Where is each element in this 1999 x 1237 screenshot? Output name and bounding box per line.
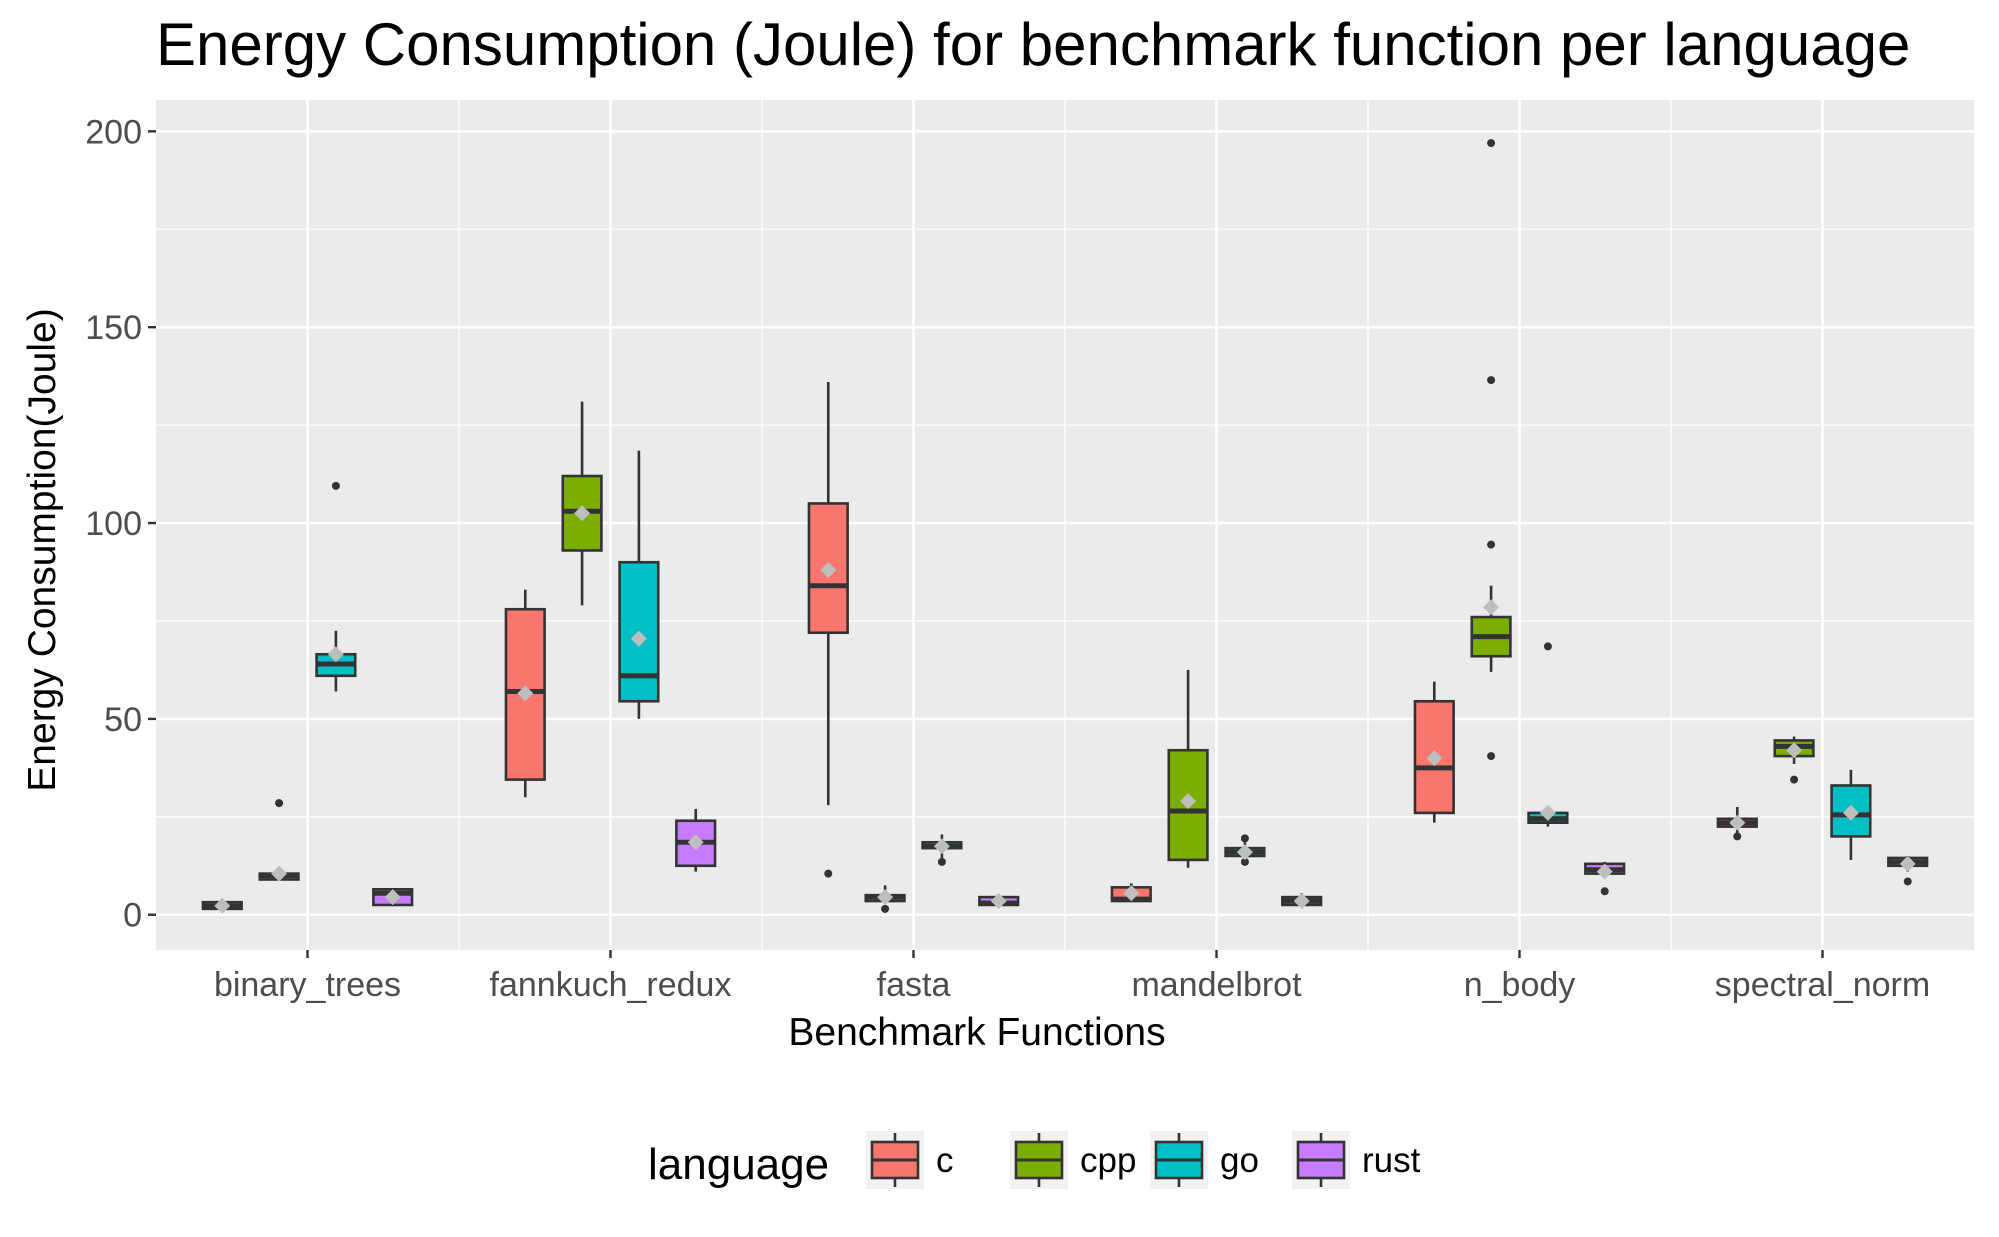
box-c-fasta bbox=[807, 382, 849, 878]
mean-marker bbox=[574, 505, 591, 522]
legend-label: go bbox=[1220, 1141, 1259, 1180]
box-cpp-n_body bbox=[1470, 139, 1512, 761]
legend-item-c: c bbox=[866, 1131, 954, 1189]
y-tick-label: 50 bbox=[104, 701, 142, 739]
legend-item-rust: rust bbox=[1292, 1131, 1421, 1189]
box-cpp-binary_trees bbox=[258, 799, 300, 882]
outlier-point bbox=[1790, 775, 1799, 784]
box-go-mandelbrot bbox=[1224, 834, 1266, 866]
box-c-mandelbrot bbox=[1110, 883, 1152, 903]
series-cpp bbox=[258, 139, 1815, 913]
x-tick-label: n_body bbox=[1464, 966, 1576, 1004]
mean-marker bbox=[1596, 863, 1613, 880]
box-go-spectral_norm bbox=[1830, 769, 1872, 860]
outlier-point bbox=[1903, 877, 1912, 886]
outlier-point bbox=[937, 857, 946, 866]
x-tick-label: mandelbrot bbox=[1131, 966, 1302, 1004]
legend-item-go: go bbox=[1150, 1131, 1259, 1189]
box-cpp-fasta bbox=[864, 885, 906, 913]
y-tick-label: 200 bbox=[85, 113, 142, 151]
legend-title: language bbox=[648, 1140, 829, 1189]
mean-marker bbox=[1180, 793, 1197, 810]
outlier-point bbox=[1733, 832, 1742, 841]
mean-marker bbox=[1539, 804, 1556, 821]
outlier-point bbox=[824, 869, 833, 878]
box-rust-fasta bbox=[978, 893, 1020, 910]
box-rust-binary_trees bbox=[372, 887, 414, 907]
chart-title: Energy Consumption (Joule) for benchmark… bbox=[156, 11, 1910, 78]
box-cpp-spectral_norm bbox=[1773, 736, 1815, 784]
outlier-point bbox=[1487, 139, 1496, 148]
box-go-binary_trees bbox=[315, 481, 357, 692]
box-go-n_body bbox=[1527, 642, 1569, 827]
box-rust-fannkuch_redux bbox=[675, 808, 717, 872]
mean-marker bbox=[990, 893, 1007, 910]
x-tick-label: fasta bbox=[877, 966, 951, 1004]
box-series bbox=[201, 139, 1929, 914]
x-tick-label: spectral_norm bbox=[1715, 966, 1930, 1004]
outlier-point bbox=[1487, 540, 1496, 549]
y-tick-label: 150 bbox=[85, 309, 142, 347]
mean-marker bbox=[517, 685, 534, 702]
outlier-point bbox=[1543, 642, 1552, 651]
major-gridlines bbox=[156, 100, 1974, 950]
x-axis-label: Benchmark Functions bbox=[788, 1011, 1165, 1054]
box-rust-spectral_norm bbox=[1887, 855, 1929, 886]
mean-marker bbox=[1899, 855, 1916, 872]
outlier-point bbox=[1240, 857, 1249, 866]
mean-marker bbox=[1426, 750, 1443, 767]
legend: language c cpp go rust bbox=[648, 1131, 1421, 1189]
mean-marker bbox=[1786, 742, 1803, 759]
box-rust-mandelbrot bbox=[1281, 893, 1323, 910]
series-go bbox=[315, 450, 1872, 866]
legend-item-cpp: cpp bbox=[1010, 1131, 1136, 1189]
mean-marker bbox=[933, 838, 950, 855]
y-axis-label: Energy Consumption(Joule) bbox=[21, 308, 64, 791]
outlier-point bbox=[275, 799, 284, 808]
mean-marker bbox=[1293, 893, 1310, 910]
legend-label: rust bbox=[1362, 1141, 1421, 1180]
mean-marker bbox=[1483, 599, 1500, 616]
outlier-point bbox=[331, 481, 340, 490]
legend-label: cpp bbox=[1080, 1141, 1136, 1180]
mean-marker bbox=[1842, 804, 1859, 821]
mean-marker bbox=[1236, 844, 1253, 861]
outlier-point bbox=[881, 904, 890, 913]
mean-marker bbox=[687, 834, 704, 851]
box-c-fannkuch_redux bbox=[504, 589, 546, 798]
box-c-binary_trees bbox=[201, 897, 243, 914]
series-rust bbox=[372, 808, 1929, 910]
minor-gridlines bbox=[156, 100, 1974, 950]
mean-marker bbox=[877, 889, 894, 906]
x-tick-label: fannkuch_redux bbox=[490, 966, 732, 1004]
box-cpp-mandelbrot bbox=[1167, 669, 1209, 868]
box-cpp-fannkuch_redux bbox=[561, 401, 603, 606]
mean-marker bbox=[384, 889, 401, 906]
outlier-point bbox=[1487, 376, 1496, 385]
box-c-n_body bbox=[1413, 681, 1455, 823]
mean-marker bbox=[214, 897, 231, 914]
box-go-fannkuch_redux bbox=[618, 450, 660, 719]
legend-label: c bbox=[936, 1141, 954, 1180]
x-tick-label: binary_trees bbox=[214, 966, 401, 1004]
box-go-fasta bbox=[921, 834, 963, 866]
outlier-point bbox=[1240, 834, 1249, 843]
y-axis-ticks: 0 50 100 150 200 bbox=[85, 113, 156, 935]
mean-marker bbox=[271, 865, 288, 882]
y-tick-label: 0 bbox=[123, 897, 142, 935]
box-c-spectral_norm bbox=[1716, 807, 1758, 841]
outlier-point bbox=[1600, 887, 1609, 896]
x-axis-ticks: binary_trees fannkuch_redux fasta mandelbro… bbox=[214, 950, 1930, 1004]
box-rust-n_body bbox=[1584, 861, 1626, 896]
mean-marker bbox=[820, 562, 837, 579]
mean-marker bbox=[327, 646, 344, 663]
outlier-point bbox=[1487, 752, 1496, 761]
mean-marker bbox=[1123, 885, 1140, 902]
mean-marker bbox=[630, 630, 647, 647]
y-tick-label: 100 bbox=[85, 505, 142, 543]
mean-marker bbox=[1729, 814, 1746, 831]
series-c bbox=[201, 382, 1758, 914]
